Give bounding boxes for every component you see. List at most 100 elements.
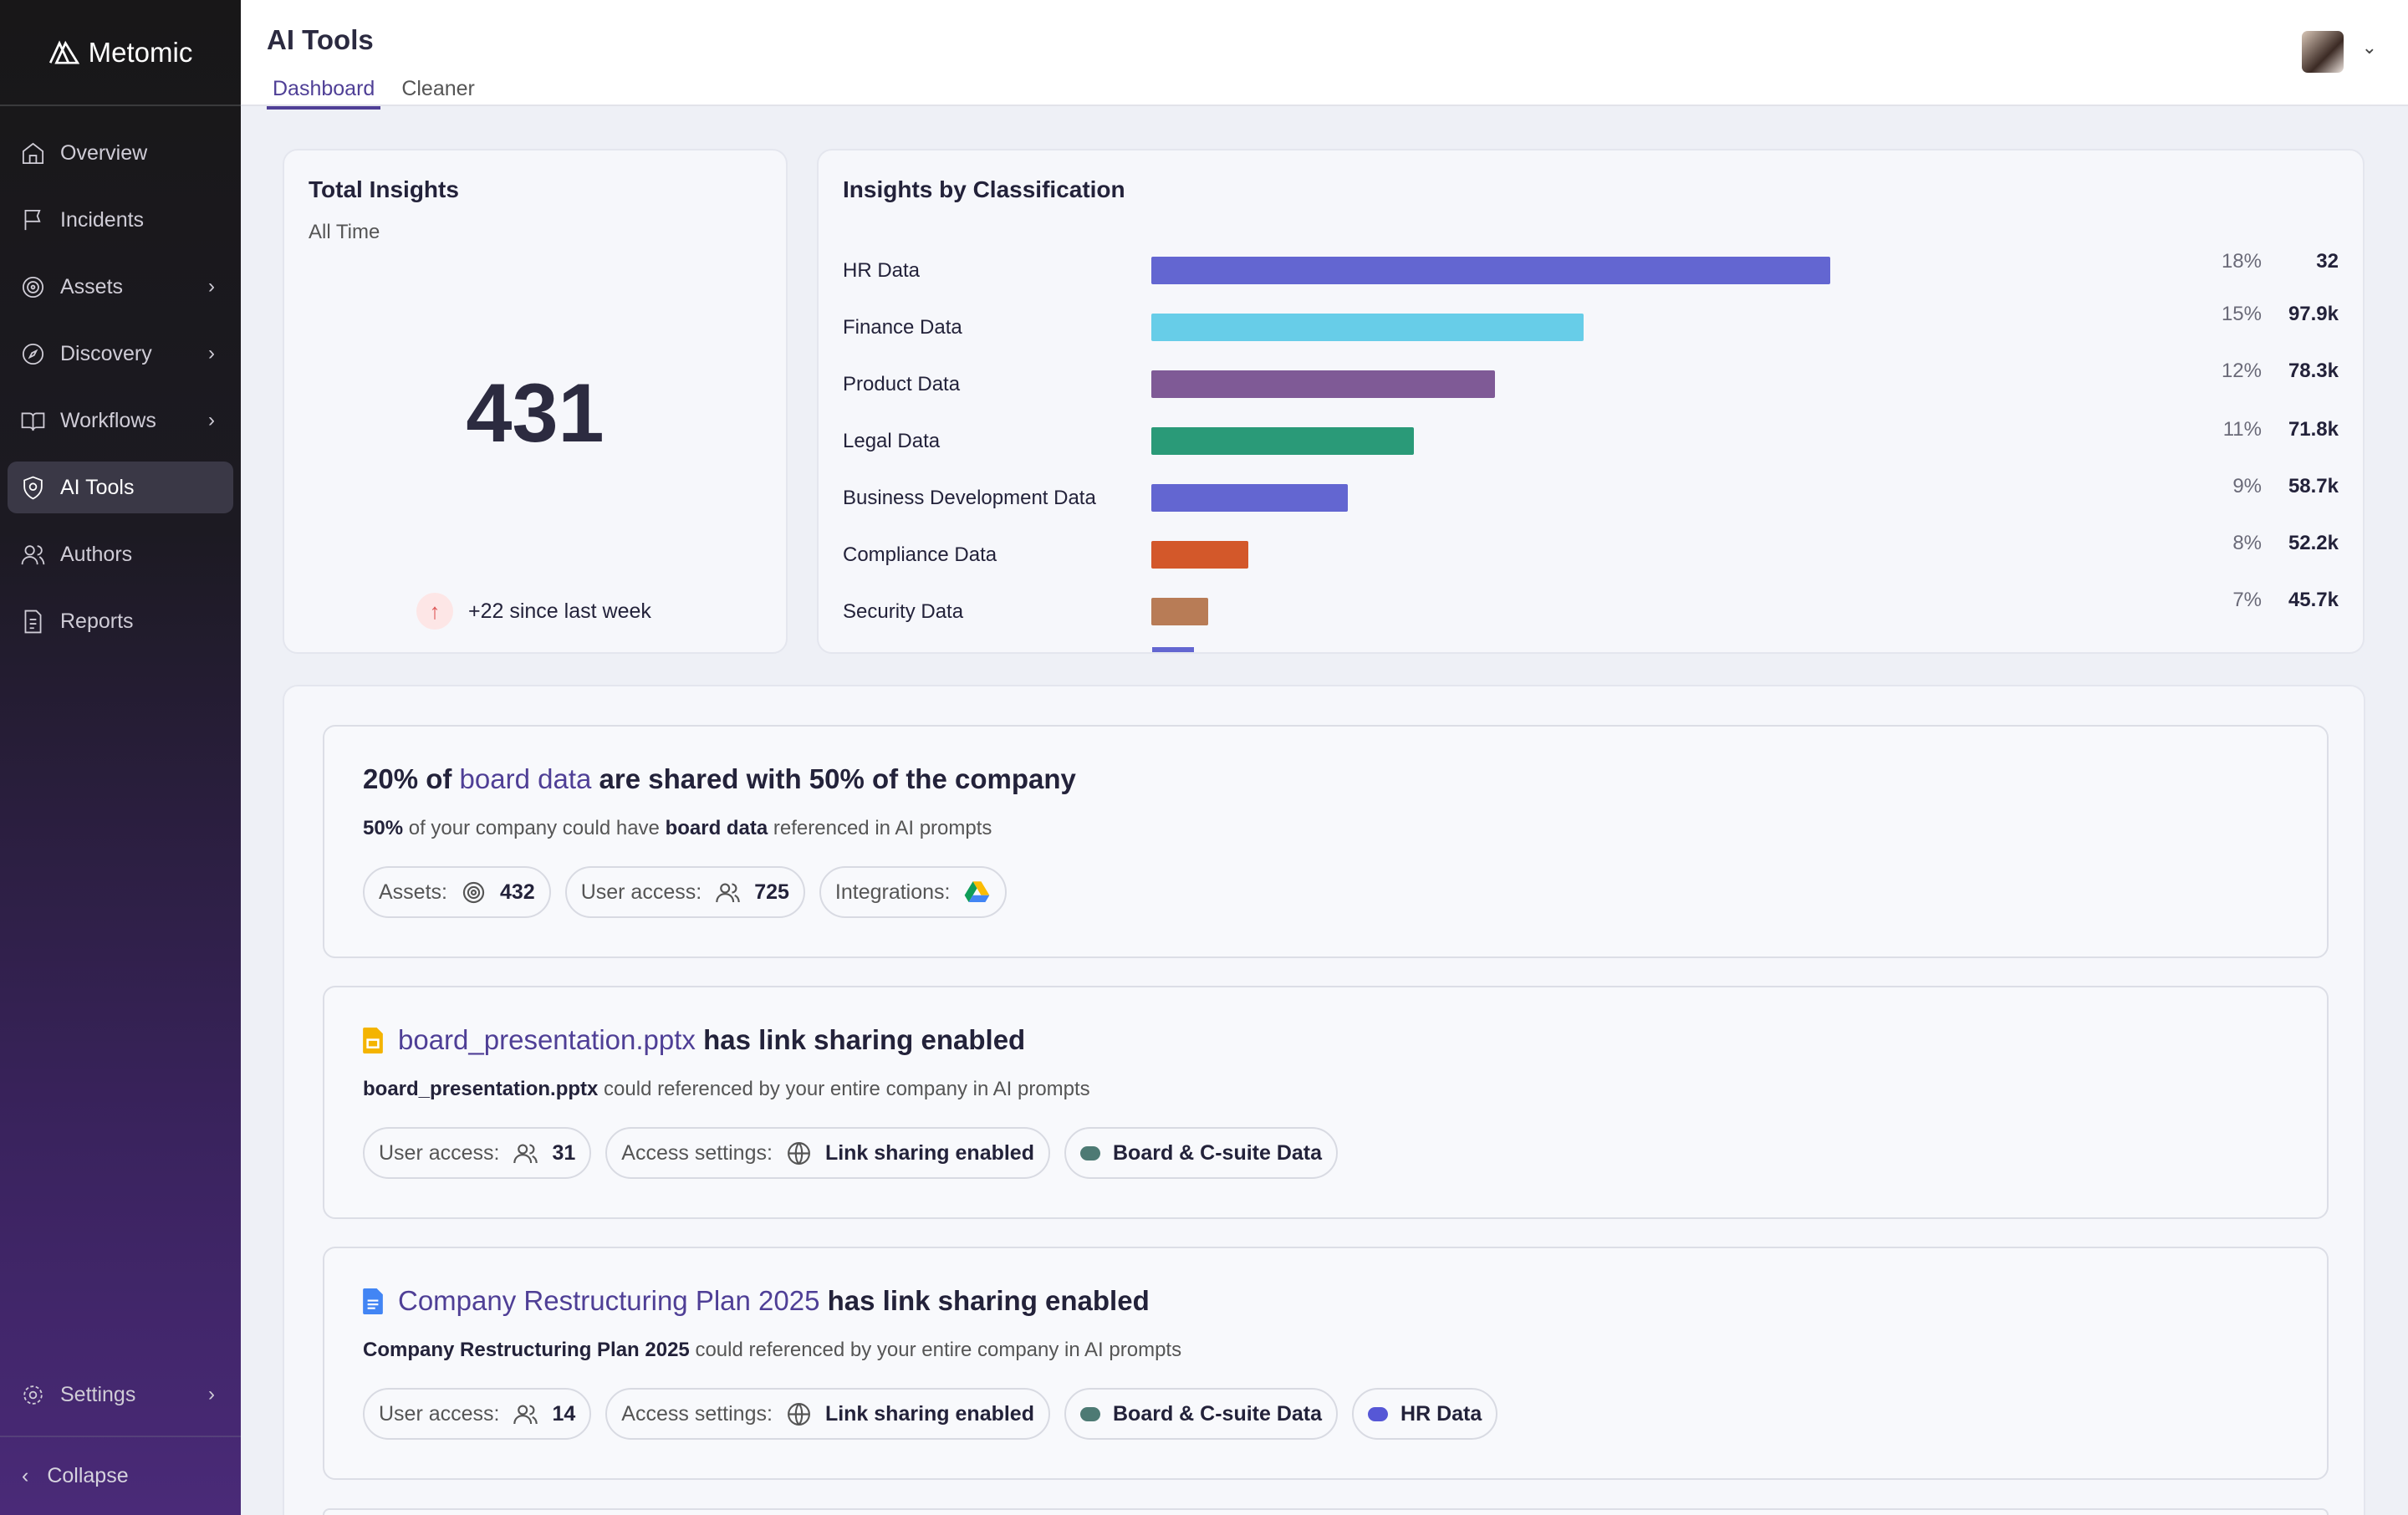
- chart-row[interactable]: HR Data 18% 32: [843, 250, 2339, 286]
- collapse-label: Collapse: [47, 1464, 129, 1487]
- users-icon: [513, 1144, 538, 1163]
- user-access-pill[interactable]: User access: 31: [363, 1127, 592, 1179]
- desc-text: referenced in AI prompts: [768, 817, 992, 839]
- classification-tag[interactable]: Board & C-suite Data: [1064, 1388, 1339, 1440]
- category-label: Product Data: [843, 372, 961, 395]
- tabs: Dashboard Cleaner: [267, 77, 481, 110]
- category-label: Compliance Data: [843, 543, 997, 566]
- tab-dashboard[interactable]: Dashboard: [267, 77, 381, 110]
- desc-bold: Company Restructuring Plan 2025: [363, 1339, 690, 1361]
- weekly-delta: ↑ +22 since last week: [416, 593, 651, 630]
- chevron-left-icon: ‹: [22, 1464, 29, 1487]
- chart-row[interactable]: Security Data 7% 45.7k: [843, 589, 2339, 627]
- collapse-button[interactable]: ‹ Collapse: [0, 1436, 241, 1515]
- sidebar-item-incidents[interactable]: Incidents: [8, 194, 233, 246]
- category-label: Security Data: [843, 599, 964, 623]
- heading-link[interactable]: board data: [459, 763, 592, 794]
- users-icon: [716, 883, 740, 902]
- sidebar-item-assets[interactable]: Assets ›: [8, 261, 233, 313]
- sidebar: Metomic Overview Incidents Assets › Discover…: [0, 0, 241, 1515]
- chart-bar: [1151, 598, 1208, 625]
- access-settings-pill[interactable]: Access settings: Link sharing enabled: [605, 1127, 1050, 1179]
- file-link[interactable]: Company Restructuring Plan 2025: [398, 1285, 820, 1316]
- sidebar-item-settings[interactable]: Settings ›: [8, 1369, 233, 1421]
- classification-tag[interactable]: HR Data: [1352, 1388, 1498, 1440]
- value-label: 52.2k: [2288, 532, 2339, 554]
- insight-card[interactable]: 20% of board data are shared with 50% of…: [323, 725, 2329, 958]
- desc-bold: board_presentation.pptx: [363, 1078, 599, 1100]
- value-label: 32: [2316, 250, 2339, 273]
- gear-icon: [23, 1385, 43, 1405]
- sidebar-item-workflows[interactable]: Workflows ›: [8, 395, 233, 446]
- chart-bar: [1151, 257, 1831, 284]
- chart-row[interactable]: Product Data 12% 78.3k: [843, 360, 2339, 400]
- percent-label: 9%: [2232, 475, 2262, 497]
- classification-tag[interactable]: Board & C-suite Data: [1064, 1127, 1339, 1179]
- tag-dot: [1368, 1406, 1389, 1421]
- integrations-pill[interactable]: Integrations:: [819, 866, 1007, 918]
- total-insights-value: 431: [466, 366, 605, 459]
- insight-card[interactable]: board_presentation.pptx has link sharing…: [323, 986, 2329, 1219]
- chart-row[interactable]: Legal Data 11% 71.8k: [843, 418, 2339, 457]
- chart-row[interactable]: Compliance Data 8% 52.2k: [843, 532, 2339, 570]
- percent-label: 12%: [2221, 360, 2262, 382]
- target-icon: [462, 881, 485, 903]
- insight-heading: board_presentation.pptx has link sharing…: [363, 1024, 1025, 1056]
- pill-value: Link sharing enabled: [824, 1401, 1034, 1426]
- total-insights-card: Total Insights All Time 431 ↑ +22 since …: [283, 149, 788, 654]
- card-subtitle: All Time: [309, 221, 380, 243]
- chevron-right-icon: ›: [208, 1383, 215, 1405]
- insight-card[interactable]: Company Restructuring Plan 2025 has link…: [323, 1247, 2329, 1480]
- access-settings-pill[interactable]: Access settings: Link sharing enabled: [605, 1388, 1050, 1440]
- value-label: 45.7k: [2288, 589, 2339, 611]
- user-access-pill[interactable]: User access: 725: [564, 866, 805, 918]
- assets-pill[interactable]: Assets: 432: [363, 866, 551, 918]
- sidebar-item-label: Overview: [60, 140, 148, 165]
- sidebar-item-discovery[interactable]: Discovery ›: [8, 328, 233, 380]
- chart-title: Insights by Classification: [843, 176, 1125, 202]
- insight-card[interactable]: [323, 1508, 2329, 1515]
- chevron-right-icon: ›: [208, 342, 215, 365]
- heading-text: 20% of: [363, 763, 460, 794]
- logo[interactable]: Metomic: [0, 0, 241, 106]
- tag-label: Board & C-suite Data: [1113, 1401, 1323, 1426]
- compass-icon: [22, 343, 44, 365]
- percent-label: 8%: [2232, 532, 2262, 554]
- chart-bar-cutoff: [1152, 647, 1194, 652]
- brand-name: Metomic: [88, 36, 193, 68]
- file-link[interactable]: board_presentation.pptx: [398, 1024, 696, 1055]
- user-access-pill[interactable]: User access: 14: [363, 1388, 592, 1440]
- sidebar-item-authors[interactable]: Authors: [8, 528, 233, 580]
- pill-value: 725: [754, 880, 789, 904]
- pill-label: Integrations:: [834, 880, 951, 904]
- chart-bar: [1151, 370, 1496, 398]
- value-label: 78.3k: [2288, 360, 2339, 382]
- pill-label: User access:: [580, 880, 702, 904]
- pill-label: User access:: [379, 1140, 500, 1165]
- insight-description: board_presentation.pptx could referenced…: [363, 1078, 1090, 1101]
- sidebar-item-reports[interactable]: Reports: [8, 595, 233, 647]
- sidebar-item-ai-tools[interactable]: AI Tools: [8, 462, 233, 513]
- document-icon: [24, 610, 42, 633]
- sidebar-item-label: Incidents: [60, 207, 145, 232]
- avatar[interactable]: [2302, 31, 2344, 73]
- sidebar-item-overview[interactable]: Overview: [8, 127, 233, 179]
- sidebar-item-label: Reports: [60, 609, 134, 633]
- card-title: Total Insights: [309, 176, 459, 202]
- desc-text: of your company could have: [403, 817, 666, 839]
- value-label: 71.8k: [2288, 418, 2339, 441]
- heading-text: has link sharing enabled: [695, 1024, 1026, 1055]
- chart-row[interactable]: Business Development Data 9% 58.7k: [843, 475, 2339, 513]
- chart-bar: [1151, 541, 1248, 569]
- tab-cleaner[interactable]: Cleaner: [401, 77, 475, 100]
- chevron-down-icon[interactable]: ⌄: [2361, 37, 2377, 58]
- chart-row[interactable]: Finance Data 15% 97.9k: [843, 303, 2339, 343]
- heading-text: are shared with 50% of the company: [591, 763, 1076, 794]
- insight-description: 50% of your company could have board dat…: [363, 817, 992, 840]
- pill-label: Access settings:: [621, 1140, 773, 1165]
- tag-label: Board & C-suite Data: [1113, 1140, 1323, 1165]
- category-label: Legal Data: [843, 429, 941, 452]
- google-docs-icon: [363, 1288, 383, 1314]
- sidebar-item-label: Discovery: [60, 341, 152, 365]
- desc-text: could referenced by your entire company …: [598, 1078, 1090, 1100]
